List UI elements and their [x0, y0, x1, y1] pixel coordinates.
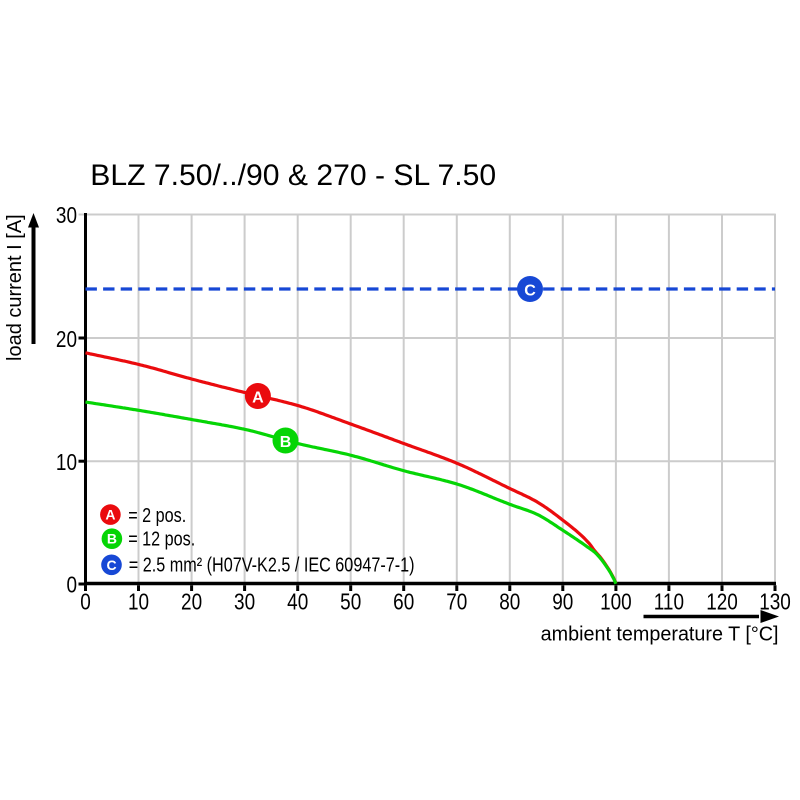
svg-text:B: B	[107, 531, 117, 547]
svg-text:130: 130	[759, 590, 791, 615]
svg-text:BLZ 7.50/../90 & 270 - SL 7.50: BLZ 7.50/../90 & 270 - SL 7.50	[90, 159, 496, 192]
svg-text:C: C	[106, 557, 116, 573]
svg-text:= 2 pos.: = 2 pos.	[128, 503, 186, 526]
svg-text:load current I [A]: load current I [A]	[4, 214, 26, 361]
svg-text:= 2.5 mm² (H07V-K2.5 / IEC 609: = 2.5 mm² (H07V-K2.5 / IEC 60947-7-1)	[129, 552, 415, 575]
svg-text:20: 20	[181, 590, 202, 615]
svg-text:40: 40	[287, 590, 308, 615]
svg-text:110: 110	[654, 590, 684, 615]
svg-text:50: 50	[340, 590, 361, 615]
svg-text:60: 60	[393, 590, 414, 615]
svg-text:100: 100	[600, 590, 632, 615]
svg-text:= 12 pos.: = 12 pos.	[128, 527, 195, 550]
svg-text:90: 90	[552, 590, 573, 615]
svg-text:20: 20	[56, 327, 77, 352]
svg-text:120: 120	[706, 590, 738, 615]
svg-text:A: A	[105, 507, 115, 523]
svg-text:C: C	[524, 282, 536, 299]
svg-text:70: 70	[446, 590, 467, 615]
svg-text:0: 0	[80, 590, 91, 615]
svg-text:B: B	[280, 434, 292, 451]
svg-text:10: 10	[128, 590, 149, 615]
svg-text:30: 30	[234, 590, 255, 615]
svg-text:ambient temperature T [°C]: ambient temperature T [°C]	[541, 623, 779, 645]
svg-text:0: 0	[66, 573, 77, 598]
svg-text:A: A	[252, 389, 264, 406]
svg-text:80: 80	[499, 590, 520, 615]
svg-text:30: 30	[56, 203, 77, 228]
svg-text:10: 10	[56, 450, 77, 475]
